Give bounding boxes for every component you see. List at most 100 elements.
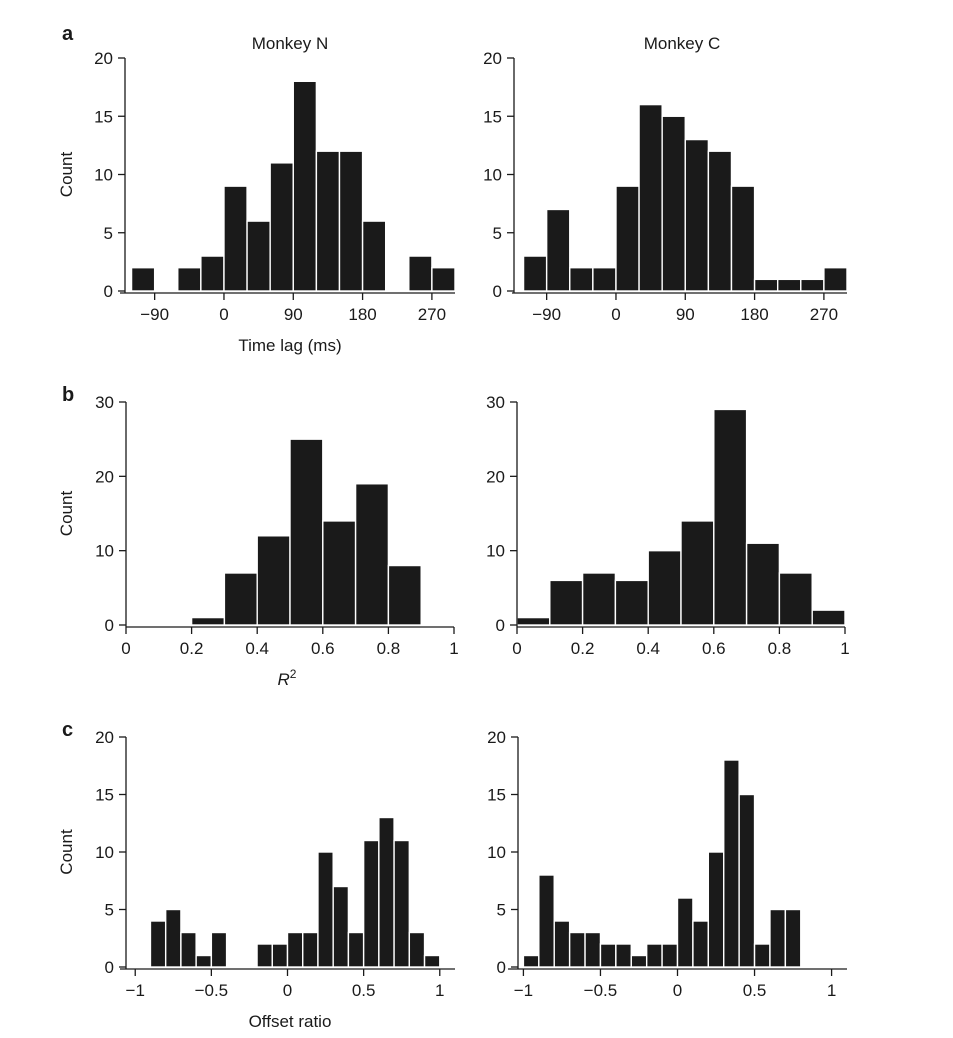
- bar: [614, 579, 649, 626]
- bar: [823, 267, 848, 292]
- bar: [738, 793, 756, 968]
- bar: [317, 851, 334, 968]
- bar: [271, 943, 289, 968]
- bar: [177, 267, 202, 292]
- bar: [292, 80, 318, 292]
- bar: [568, 931, 586, 968]
- bar: [210, 931, 228, 968]
- y-tick-label: 30: [486, 393, 505, 412]
- x-tick-label: 0.4: [245, 639, 269, 658]
- bar: [769, 908, 787, 968]
- y-tick-label: 30: [95, 393, 114, 412]
- y-tick-label: 15: [487, 786, 506, 805]
- y-tick-label: 5: [497, 901, 506, 920]
- bar: [676, 897, 694, 968]
- y-tick-label: 20: [94, 49, 113, 68]
- bar: [354, 483, 390, 626]
- bar: [223, 185, 248, 292]
- bar: [630, 954, 648, 968]
- panel-letter-a: a: [62, 23, 74, 45]
- bar: [423, 954, 441, 968]
- x-tick-label: 1: [840, 639, 849, 658]
- x-tick-label: 0: [283, 981, 292, 1000]
- x-tick-label: −1: [126, 981, 145, 1000]
- x-axis-title: R2: [278, 667, 297, 689]
- y-tick-label: 20: [487, 728, 506, 747]
- y-tick-label: 10: [486, 542, 505, 561]
- y-tick-label: 20: [95, 467, 114, 486]
- bar: [753, 943, 771, 968]
- bar: [431, 267, 456, 292]
- y-tick-label: 15: [483, 107, 502, 126]
- y-tick-label: 10: [95, 843, 114, 862]
- x-tick-label: −90: [140, 305, 169, 324]
- x-tick-label: 0.6: [702, 639, 726, 658]
- x-tick-label: 90: [676, 305, 695, 324]
- y-tick-label: 15: [95, 786, 114, 805]
- bar: [180, 931, 197, 968]
- x-tick-label: 0.4: [636, 639, 660, 658]
- x-tick-label: 0: [673, 981, 682, 1000]
- panel-letter-c: c: [62, 719, 73, 741]
- y-tick-label: 20: [483, 49, 502, 68]
- bar: [362, 839, 380, 968]
- bar: [569, 267, 594, 292]
- y-tick-label: 0: [104, 282, 113, 301]
- bar: [408, 255, 433, 292]
- bar: [538, 874, 555, 968]
- x-tick-label: 180: [348, 305, 376, 324]
- bar: [707, 851, 725, 968]
- y-axis-title: Count: [57, 152, 76, 198]
- x-tick-label: 0: [512, 639, 521, 658]
- bar: [584, 931, 602, 968]
- bar: [723, 759, 740, 968]
- x-tick-label: 0.5: [743, 981, 767, 1000]
- bar: [393, 839, 411, 968]
- bar: [302, 931, 319, 968]
- bar: [522, 255, 548, 292]
- bar: [378, 816, 395, 968]
- y-tick-label: 10: [94, 166, 113, 185]
- x-axis-title-superscript: 2: [290, 667, 297, 681]
- bar: [361, 220, 387, 292]
- bar: [713, 408, 748, 626]
- bar: [347, 931, 365, 968]
- bar: [800, 278, 825, 292]
- bar: [553, 920, 571, 968]
- y-tick-label: 10: [483, 166, 502, 185]
- x-axis-title-base: R: [278, 670, 290, 689]
- bar: [387, 564, 422, 626]
- x-tick-label: −0.5: [584, 981, 618, 1000]
- x-tick-label: −1: [514, 981, 533, 1000]
- bar: [256, 535, 291, 626]
- bar: [599, 943, 617, 968]
- bar: [661, 943, 679, 968]
- bar: [581, 572, 617, 626]
- bar: [256, 943, 273, 968]
- y-tick-label: 0: [105, 958, 114, 977]
- x-tick-label: 0.6: [311, 639, 335, 658]
- bar: [195, 954, 213, 968]
- bar: [315, 150, 341, 292]
- x-tick-label: −0.5: [195, 981, 229, 1000]
- x-tick-label: 270: [810, 305, 838, 324]
- y-tick-label: 20: [95, 728, 114, 747]
- x-tick-label: 0.2: [180, 639, 204, 658]
- bar: [200, 255, 225, 292]
- bar: [286, 931, 304, 968]
- y-axis-title: Count: [57, 829, 76, 875]
- bar: [332, 885, 350, 968]
- x-tick-label: −90: [532, 305, 561, 324]
- bar: [707, 150, 733, 292]
- bar: [776, 278, 802, 292]
- bar: [223, 572, 258, 626]
- y-tick-label: 10: [95, 542, 114, 561]
- x-tick-label: 90: [284, 305, 303, 324]
- y-tick-label: 5: [493, 224, 502, 243]
- y-axis-title: Count: [57, 491, 76, 537]
- x-tick-label: 1: [449, 639, 458, 658]
- bar: [190, 616, 226, 626]
